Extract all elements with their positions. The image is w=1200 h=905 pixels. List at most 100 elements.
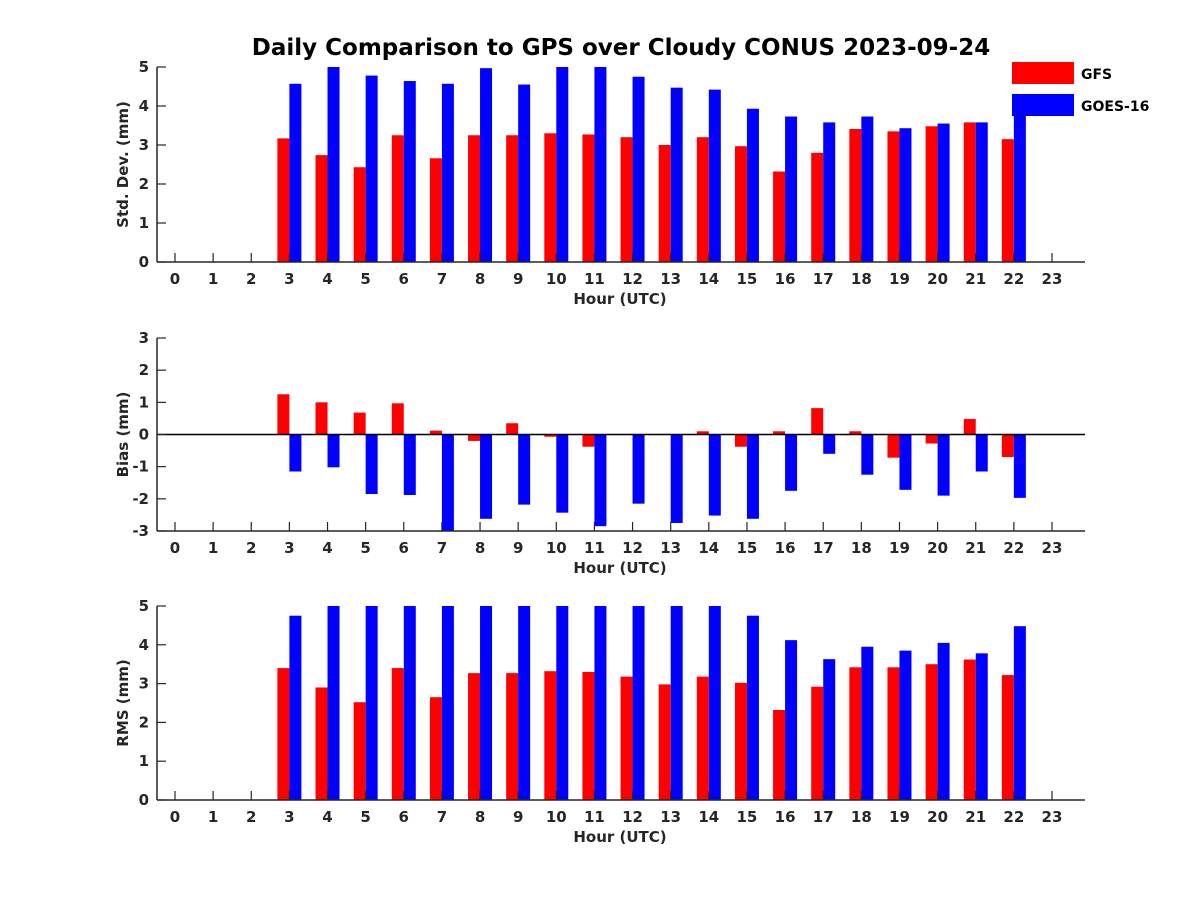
bar-rms-goes16-10 [556,606,569,800]
bar-rms-goes16-22 [1013,626,1026,800]
x-tick-label-bias-14: 14 [698,539,719,557]
x-tick-label-rms-4: 4 [322,808,332,826]
bar-rms-goes16-4 [327,606,340,800]
bar-bias-goes16-4 [327,434,340,468]
x-tick-label-rms-19: 19 [889,808,910,826]
x-tick-label-bias-22: 22 [1003,539,1024,557]
bar-rms-goes16-13 [670,606,683,800]
bar-rms-goes16-8 [480,606,493,800]
bar-std-gfs-17 [811,152,824,262]
x-tick-label-rms-7: 7 [437,808,447,826]
bar-bias-goes16-9 [518,434,531,505]
x-tick-label-bias-3: 3 [284,539,294,557]
bar-rms-gfs-6 [391,668,404,800]
x-tick-label-std-5: 5 [360,270,370,288]
x-tick-label-rms-18: 18 [851,808,872,826]
bar-bias-gfs-15 [734,434,747,447]
bar-std-gfs-18 [849,129,862,262]
x-tick-label-rms-3: 3 [284,808,294,826]
x-tick-label-bias-17: 17 [813,539,834,557]
bar-bias-goes16-21 [975,434,988,472]
bar-std-goes16-13 [670,87,683,262]
x-axis-label-bias: Hour (UTC) [573,559,666,577]
x-tick-label-std-17: 17 [813,270,834,288]
y-tick-label-std-4: 4 [139,97,149,115]
bar-std-goes16-20 [937,123,950,262]
bar-std-goes16-5 [365,75,378,262]
bar-std-goes16-14 [708,89,721,263]
y-tick-label-bias-1: 1 [139,393,149,411]
y-axis-label-bias: Bias (mm) [114,392,132,478]
bar-std-goes16-16 [785,116,798,262]
x-tick-label-rms-6: 6 [399,808,409,826]
x-tick-label-bias-19: 19 [889,539,910,557]
legend-label-gfs: GFS [1081,67,1112,83]
bar-rms-gfs-21 [963,659,976,800]
bar-std-gfs-9 [506,135,519,262]
bar-rms-goes16-5 [365,606,378,800]
bar-bias-goes16-22 [1013,434,1026,498]
x-tick-label-bias-7: 7 [437,539,447,557]
bar-std-gfs-7 [429,158,442,262]
x-tick-label-rms-16: 16 [775,808,796,826]
y-tick-label-rms-1: 1 [139,752,149,770]
y-tick-label-bias--2: -2 [132,490,149,508]
y-tick-label-rms-2: 2 [139,713,149,731]
bar-bias-gfs-17 [811,408,824,435]
x-tick-label-std-12: 12 [622,270,643,288]
y-tick-label-rms-3: 3 [139,675,149,693]
bar-rms-goes16-6 [403,606,416,800]
x-tick-label-std-22: 22 [1003,270,1024,288]
x-tick-label-bias-0: 0 [170,539,180,557]
x-tick-label-std-6: 6 [399,270,409,288]
x-tick-label-bias-11: 11 [584,539,605,557]
x-tick-label-std-18: 18 [851,270,872,288]
bar-bias-gfs-19 [887,434,900,458]
bar-std-goes16-10 [556,67,569,262]
x-tick-label-std-13: 13 [660,270,681,288]
y-tick-label-bias--1: -1 [132,458,149,476]
bar-std-goes16-12 [632,76,645,262]
legend: GFS GOES-16 [1012,62,1149,116]
x-tick-label-rms-20: 20 [927,808,948,826]
y-tick-label-rms-4: 4 [139,636,149,654]
x-tick-label-bias-13: 13 [660,539,681,557]
bar-bias-gfs-21 [963,419,976,435]
x-tick-label-bias-23: 23 [1042,539,1063,557]
x-tick-label-std-2: 2 [246,270,256,288]
bar-std-goes16-17 [823,122,836,262]
bar-rms-gfs-16 [773,709,786,800]
bar-rms-gfs-3 [277,668,290,800]
bar-rms-gfs-13 [658,684,671,800]
legend-label-goes16: GOES-16 [1081,99,1149,115]
x-tick-label-std-8: 8 [475,270,485,288]
bar-std-gfs-4 [315,155,328,262]
x-tick-label-rms-5: 5 [360,808,370,826]
bar-std-gfs-19 [887,131,900,262]
x-tick-label-bias-18: 18 [851,539,872,557]
bar-std-goes16-15 [746,108,759,262]
chart-title: Daily Comparison to GPS over Cloudy CONU… [252,35,990,61]
x-axis-label-rms: Hour (UTC) [573,828,666,846]
x-tick-label-bias-20: 20 [927,539,948,557]
x-tick-label-rms-22: 22 [1003,808,1024,826]
x-tick-label-rms-13: 13 [660,808,681,826]
x-tick-label-rms-1: 1 [208,808,218,826]
bar-bias-goes16-10 [556,434,569,513]
y-axis-label-std: Std. Dev. (mm) [114,101,132,228]
bar-std-gfs-8 [468,135,481,262]
bar-rms-goes16-14 [708,606,721,800]
bar-bias-gfs-8 [468,434,481,441]
x-tick-label-rms-0: 0 [170,808,180,826]
bar-rms-gfs-9 [506,673,519,800]
x-tick-label-std-11: 11 [584,270,605,288]
bar-bias-gfs-3 [277,394,290,435]
x-tick-label-std-3: 3 [284,270,294,288]
bar-bias-goes16-11 [594,434,607,527]
bar-std-goes16-4 [327,67,340,262]
bar-rms-goes16-12 [632,606,645,800]
bar-bias-goes16-3 [289,434,302,472]
bar-std-goes16-18 [861,116,874,262]
bar-bias-gfs-9 [506,423,519,435]
